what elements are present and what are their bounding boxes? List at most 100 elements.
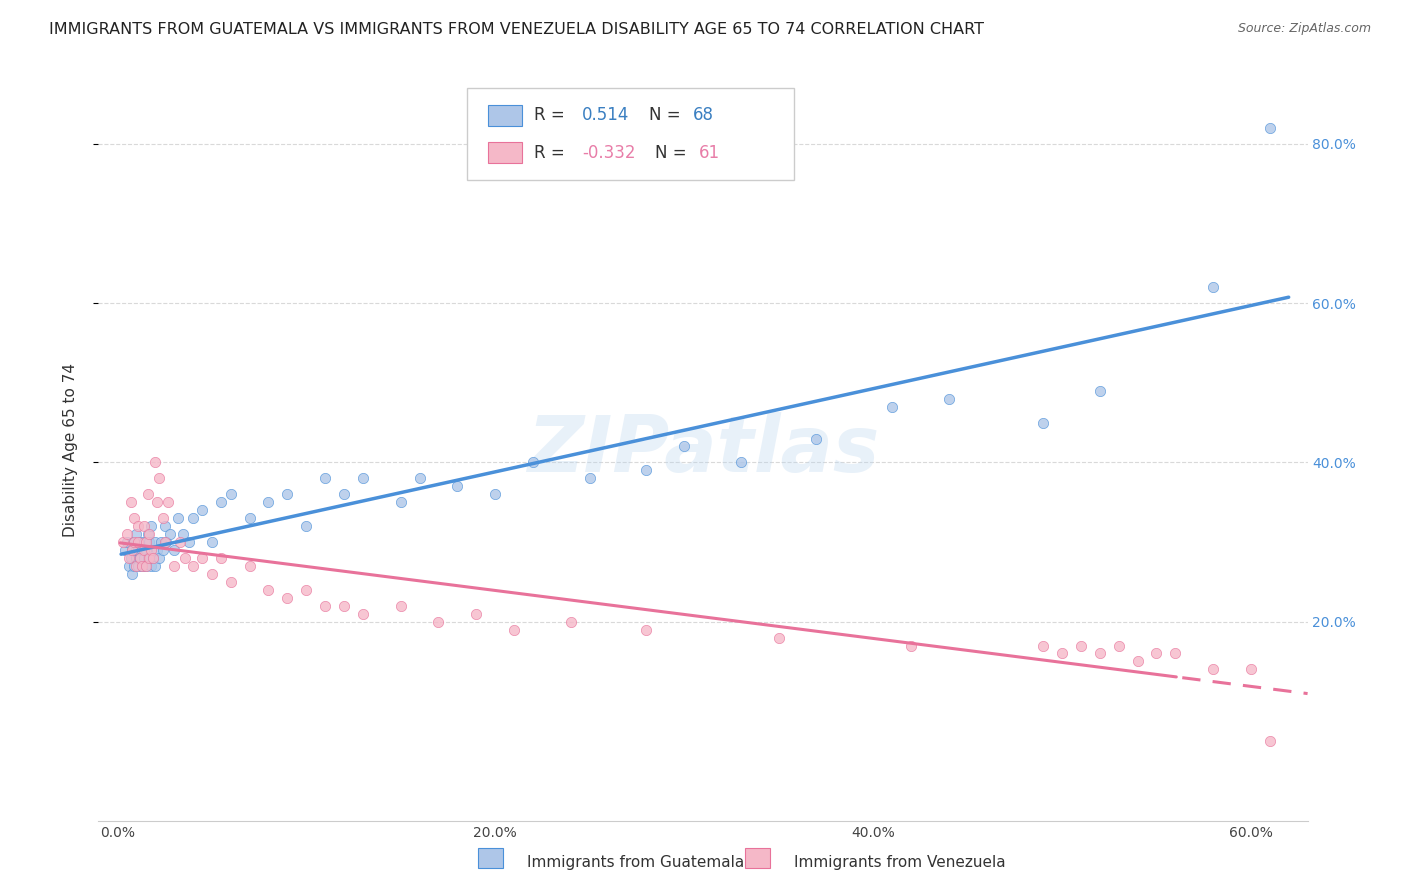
Point bbox=[141, 519, 163, 533]
Point bbox=[276, 487, 298, 501]
Point bbox=[163, 543, 186, 558]
Point bbox=[1032, 416, 1054, 430]
Point bbox=[389, 599, 412, 613]
Point bbox=[127, 519, 149, 533]
Point bbox=[142, 550, 165, 565]
Point bbox=[427, 615, 450, 629]
Point bbox=[121, 543, 143, 558]
Point bbox=[111, 535, 134, 549]
Point bbox=[127, 535, 149, 549]
Point bbox=[125, 558, 148, 573]
Point bbox=[239, 511, 262, 525]
Point bbox=[124, 558, 146, 573]
Point bbox=[115, 535, 138, 549]
Point bbox=[1088, 384, 1111, 398]
Point bbox=[257, 582, 280, 597]
Point bbox=[314, 471, 336, 485]
Point bbox=[201, 535, 224, 549]
Point bbox=[114, 543, 136, 558]
Text: 61: 61 bbox=[699, 144, 720, 161]
Point bbox=[389, 495, 412, 509]
Point bbox=[143, 455, 166, 469]
Point bbox=[142, 550, 165, 565]
Text: -0.332: -0.332 bbox=[582, 144, 636, 161]
Point bbox=[169, 535, 191, 549]
Point bbox=[124, 535, 146, 549]
Point bbox=[125, 550, 148, 565]
Point bbox=[1032, 639, 1054, 653]
Point bbox=[132, 519, 155, 533]
Point bbox=[141, 543, 163, 558]
Point bbox=[257, 495, 280, 509]
Point bbox=[152, 511, 174, 525]
Point bbox=[503, 623, 526, 637]
Point bbox=[1108, 639, 1130, 653]
Point bbox=[730, 455, 752, 469]
Point bbox=[127, 543, 149, 558]
Point bbox=[129, 550, 152, 565]
Point bbox=[146, 543, 169, 558]
Text: R =: R = bbox=[534, 144, 564, 161]
Text: 0.514: 0.514 bbox=[582, 106, 630, 124]
Point bbox=[138, 527, 160, 541]
Point bbox=[135, 558, 157, 573]
Point bbox=[118, 558, 141, 573]
Point bbox=[179, 535, 201, 549]
Point bbox=[138, 535, 160, 549]
Text: R =: R = bbox=[534, 106, 564, 124]
Point bbox=[181, 558, 204, 573]
Point bbox=[314, 599, 336, 613]
FancyBboxPatch shape bbox=[467, 87, 793, 180]
Point bbox=[124, 511, 146, 525]
Point bbox=[166, 511, 188, 525]
Point bbox=[276, 591, 298, 605]
Text: IMMIGRANTS FROM GUATEMALA VS IMMIGRANTS FROM VENEZUELA DISABILITY AGE 65 TO 74 C: IMMIGRANTS FROM GUATEMALA VS IMMIGRANTS … bbox=[49, 22, 984, 37]
Point bbox=[191, 503, 214, 517]
FancyBboxPatch shape bbox=[478, 848, 503, 868]
Point bbox=[132, 535, 155, 549]
Point bbox=[125, 527, 148, 541]
Point bbox=[136, 487, 159, 501]
Text: N =: N = bbox=[655, 144, 686, 161]
FancyBboxPatch shape bbox=[488, 105, 522, 126]
Point bbox=[149, 535, 172, 549]
Point bbox=[152, 543, 174, 558]
Point bbox=[900, 639, 922, 653]
Point bbox=[1202, 662, 1225, 676]
Point bbox=[1050, 647, 1073, 661]
Point bbox=[148, 550, 170, 565]
FancyBboxPatch shape bbox=[488, 143, 522, 163]
Point bbox=[209, 550, 232, 565]
Text: Source: ZipAtlas.com: Source: ZipAtlas.com bbox=[1237, 22, 1371, 36]
Point bbox=[136, 527, 159, 541]
Point bbox=[209, 495, 232, 509]
Point bbox=[148, 471, 170, 485]
Point bbox=[201, 566, 224, 581]
Point bbox=[131, 543, 153, 558]
Point bbox=[352, 607, 374, 621]
Y-axis label: Disability Age 65 to 74: Disability Age 65 to 74 bbox=[63, 363, 77, 538]
Point bbox=[219, 487, 242, 501]
Point bbox=[135, 558, 157, 573]
Point bbox=[1164, 647, 1187, 661]
Point bbox=[938, 392, 960, 406]
Point bbox=[121, 566, 143, 581]
Point bbox=[768, 631, 790, 645]
Text: N =: N = bbox=[648, 106, 681, 124]
Point bbox=[143, 558, 166, 573]
Point bbox=[880, 400, 903, 414]
Point bbox=[129, 550, 152, 565]
Point bbox=[120, 550, 142, 565]
Point bbox=[181, 511, 204, 525]
Point bbox=[1202, 280, 1225, 294]
Text: Immigrants from Venezuela: Immigrants from Venezuela bbox=[794, 855, 1007, 870]
Point bbox=[333, 599, 356, 613]
Point bbox=[132, 543, 155, 558]
Point bbox=[239, 558, 262, 573]
Point bbox=[174, 550, 197, 565]
Point bbox=[125, 543, 148, 558]
Point bbox=[131, 558, 153, 573]
Point bbox=[143, 535, 166, 549]
Point bbox=[132, 550, 155, 565]
Point bbox=[141, 558, 163, 573]
